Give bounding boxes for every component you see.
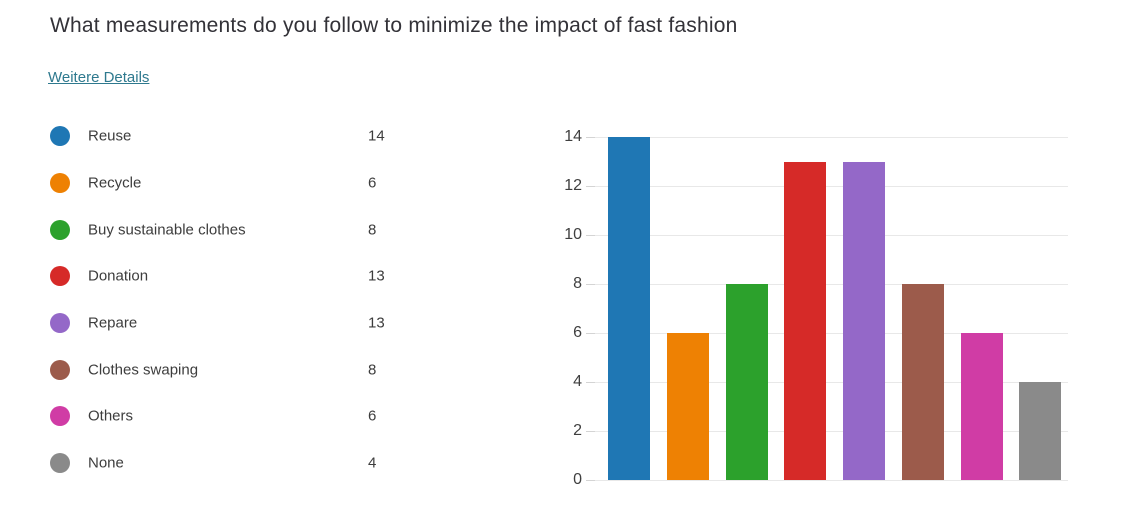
legend-item-value: 6 — [368, 174, 377, 192]
bar-buy-sustainable-clothes — [725, 284, 768, 480]
bar-reuse — [608, 137, 650, 480]
y-axis-tick — [586, 137, 595, 138]
gridline-0 — [586, 480, 1068, 481]
legend-color-dot — [50, 313, 70, 334]
legend-item-label: Buy sustainable clothes — [88, 221, 246, 239]
legend-color-dot — [50, 406, 70, 427]
legend-color-dot — [50, 173, 70, 194]
legend-item-label: Clothes swaping — [88, 361, 199, 379]
bar-others — [960, 333, 1003, 480]
y-axis-tick — [586, 382, 595, 383]
y-tick-label-10: 10 — [564, 226, 582, 243]
legend-item-label: Donation — [88, 267, 149, 285]
legend-item-label: Others — [88, 407, 134, 425]
y-tick-label-14: 14 — [564, 128, 582, 145]
legend-item-donation: Donation 13 — [48, 253, 393, 300]
gridline-10 — [586, 235, 1068, 236]
legend-item-recycle: Recycle 6 — [48, 160, 393, 207]
y-axis-tick — [586, 186, 595, 187]
y-tick-label-4: 4 — [573, 373, 582, 390]
y-tick-label-0: 0 — [573, 471, 582, 488]
y-tick-label-8: 8 — [573, 275, 582, 292]
y-axis-tick — [586, 333, 595, 334]
legend-item-none: None 4 — [48, 440, 393, 487]
bar-none — [1019, 382, 1062, 480]
gridline-6 — [586, 333, 1068, 334]
gridline-8 — [586, 284, 1068, 285]
more-details-link[interactable]: Weitere Details — [48, 69, 150, 86]
legend-item-reuse: Reuse 14 — [48, 113, 393, 160]
bar-repare — [843, 161, 885, 480]
legend-item-value: 6 — [368, 407, 377, 425]
y-axis-tick — [586, 235, 595, 236]
gridline-12 — [586, 186, 1068, 187]
bar-chart-plot-area — [586, 137, 1068, 481]
question-title: What measurements do you follow to minim… — [50, 14, 738, 37]
gridline-2 — [586, 431, 1068, 432]
legend-item-value: 8 — [368, 221, 377, 239]
legend-item-repare: Repare 13 — [48, 300, 393, 347]
y-tick-label-12: 12 — [564, 177, 582, 194]
legend-item-value: 13 — [368, 267, 385, 285]
chart-y-axis-labels: 0 2 4 6 8 10 12 14 — [500, 128, 582, 488]
legend-color-dot — [50, 453, 70, 474]
y-tick-label-2: 2 — [573, 422, 582, 439]
gridline-14 — [586, 137, 1068, 138]
bar-recycle — [666, 333, 709, 480]
legend-item-label: Recycle — [88, 174, 142, 192]
legend-color-dot — [50, 266, 70, 287]
gridline-4 — [586, 382, 1068, 383]
legend-item-value: 4 — [368, 454, 377, 472]
y-tick-label-6: 6 — [573, 324, 582, 341]
legend-item-label: None — [88, 454, 124, 472]
legend-item-label: Repare — [88, 314, 138, 332]
legend-item-value: 13 — [368, 314, 385, 332]
legend-color-dot — [50, 126, 70, 147]
legend-item-value: 8 — [368, 361, 377, 379]
legend-item-buy-sustainable-clothes: Buy sustainable clothes 8 — [48, 206, 393, 253]
y-axis-tick — [586, 431, 595, 432]
y-axis-tick — [586, 480, 595, 481]
legend-color-dot — [50, 219, 70, 240]
bar-clothes-swaping — [901, 284, 944, 480]
legend-item-value: 14 — [368, 127, 385, 145]
legend-item-others: Others 6 — [48, 393, 393, 440]
legend-item-label: Reuse — [88, 127, 132, 145]
legend-item-clothes-swaping: Clothes swaping 8 — [48, 346, 393, 393]
legend-color-dot — [50, 359, 70, 380]
answers-legend: Reuse 14 Recycle 6 Buy sustainable clothes 8 D… — [48, 113, 393, 487]
bar-donation — [784, 161, 827, 480]
y-axis-tick — [586, 284, 595, 285]
